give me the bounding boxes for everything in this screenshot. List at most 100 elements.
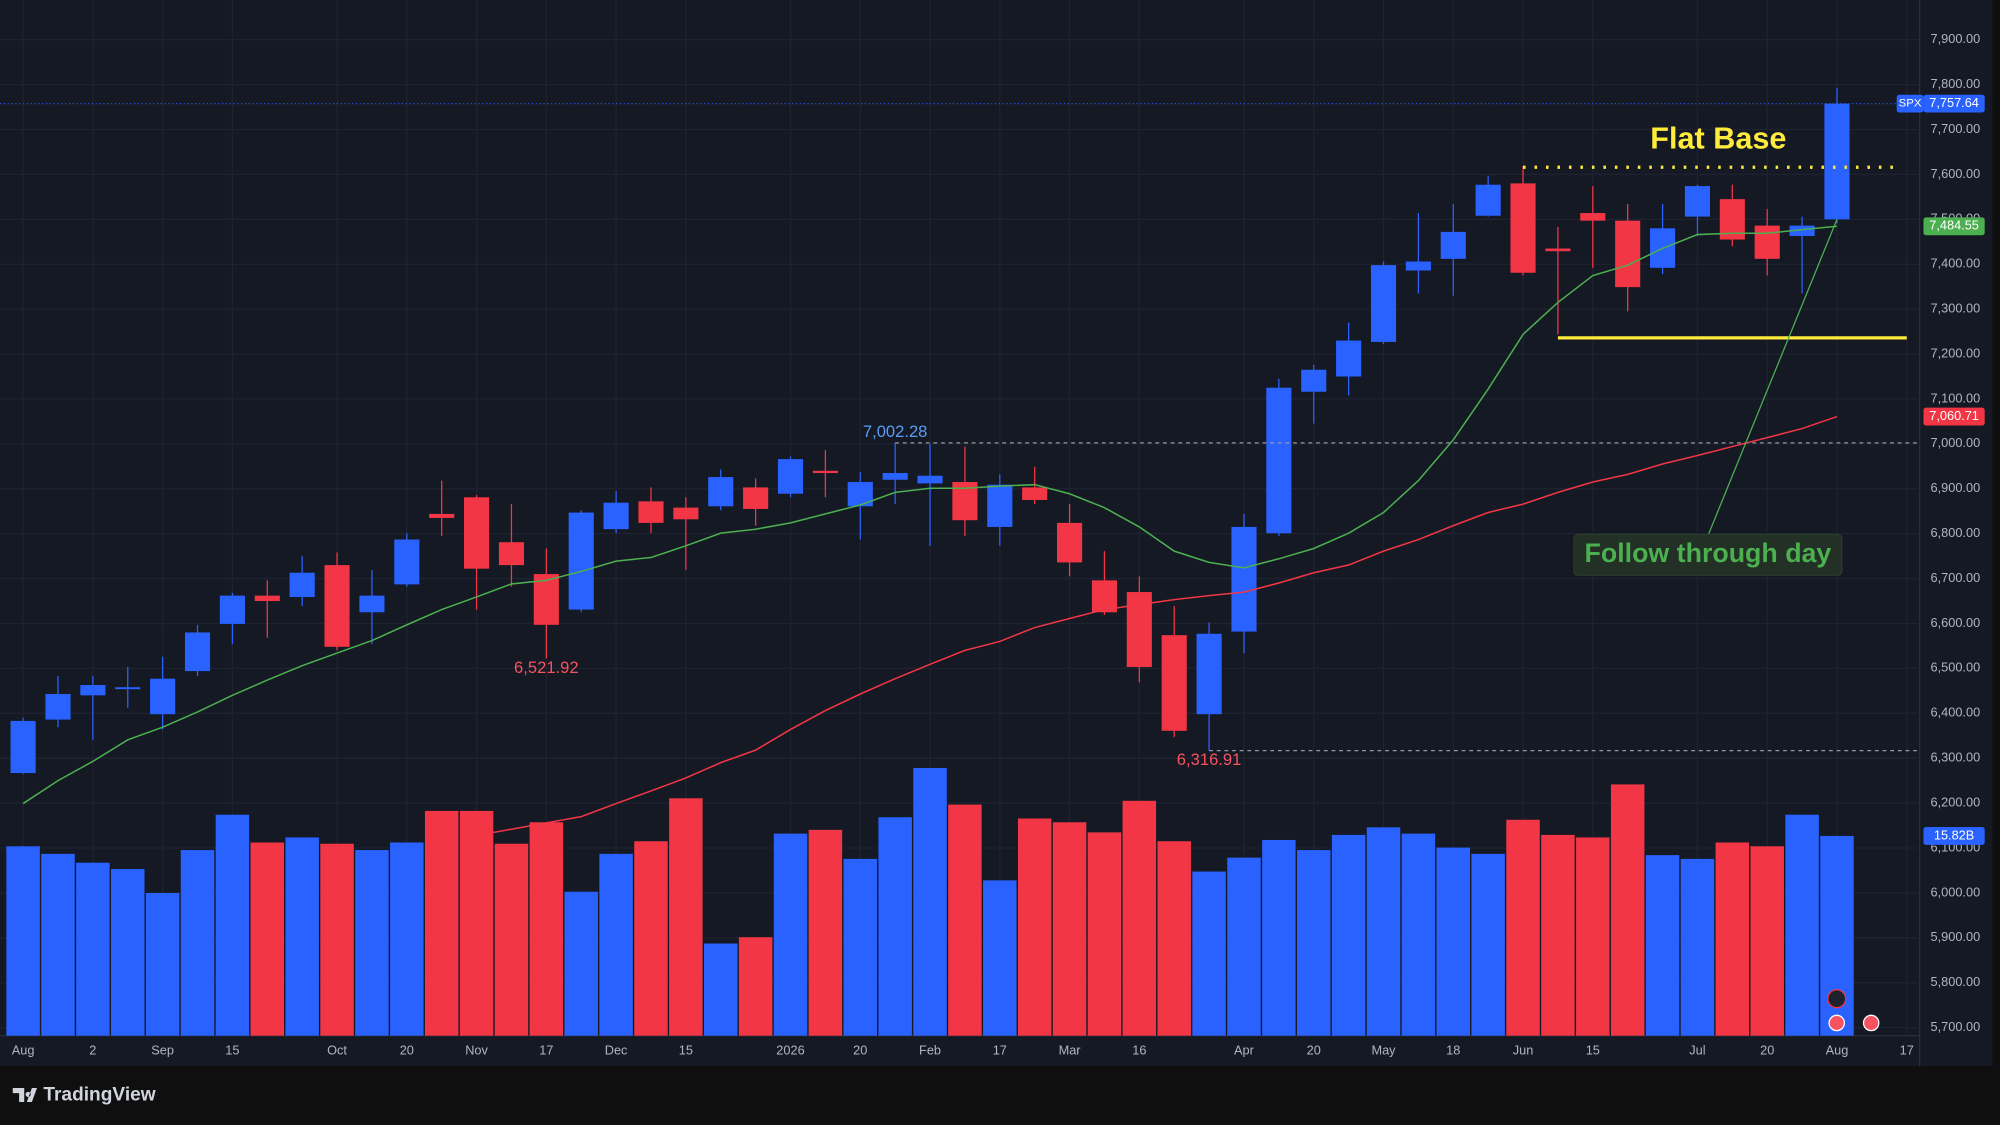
volume-bar	[1576, 837, 1610, 1036]
ma-tag	[1923, 217, 1985, 236]
candle-body	[80, 684, 106, 696]
candle-body	[219, 595, 245, 624]
last-price-tag-label: 7,757.64	[1929, 95, 1979, 110]
y-tick-label: 7,200.00	[1931, 345, 1981, 360]
logo-icon	[12, 1088, 37, 1103]
volume-bar	[1541, 834, 1575, 1036]
x-tick-label: 20	[1760, 1042, 1774, 1057]
status-icons	[1827, 989, 1880, 1032]
volume-bar	[773, 833, 808, 1036]
candle-body	[1057, 522, 1083, 563]
candle-body	[1336, 340, 1362, 377]
volume-bar	[6, 846, 40, 1036]
candle-body	[1475, 184, 1501, 216]
candle-body	[1231, 526, 1257, 632]
volume-bar	[1262, 839, 1296, 1036]
follow-through-pointer	[1707, 219, 1838, 536]
candle-body	[1684, 186, 1711, 217]
y-tick-label: 7,700.00	[1931, 121, 1981, 136]
candle-body	[847, 482, 873, 507]
candle-body	[1405, 261, 1431, 271]
volume-bar	[390, 842, 424, 1036]
x-tick-label: May	[1371, 1042, 1396, 1057]
candles	[10, 87, 1850, 774]
y-tick-label: 7,800.00	[1931, 76, 1981, 91]
x-tick-label: 17	[1900, 1042, 1914, 1057]
candle-body	[1510, 183, 1536, 273]
candle-body	[1789, 225, 1815, 236]
follow-through-box	[1573, 533, 1843, 576]
x-tick-label: 17	[993, 1042, 1007, 1057]
volume-bar	[1122, 800, 1157, 1036]
candle-body	[1161, 635, 1187, 731]
symbol-tag	[1896, 94, 1924, 113]
y-tick-label: 6,800.00	[1931, 525, 1981, 540]
x-tick-label: Aug	[12, 1042, 35, 1057]
y-tick-label: 5,700.00	[1931, 1019, 1981, 1034]
volume-bar	[808, 829, 843, 1036]
volume-pane	[6, 767, 1854, 1036]
candle-body	[324, 565, 350, 647]
candle-body	[603, 502, 629, 530]
volume-bar	[1331, 834, 1366, 1036]
volume-bar	[529, 822, 564, 1036]
volume-bar	[1506, 819, 1540, 1036]
volume-bar	[1750, 846, 1784, 1036]
candle-body	[673, 507, 699, 520]
candle-body	[1754, 225, 1780, 259]
candle-body	[987, 484, 1013, 527]
y-tick-label: 6,600.00	[1931, 615, 1981, 630]
volume-bar	[1715, 842, 1750, 1036]
volume-bar	[215, 814, 250, 1036]
x-tick-label: 16	[1132, 1042, 1146, 1057]
candle-body	[1545, 248, 1571, 252]
price-label: 6,521.92	[514, 658, 579, 677]
volume-bar	[1610, 784, 1645, 1036]
volume-bar	[1017, 818, 1052, 1036]
volume-bar	[913, 767, 947, 1036]
follow-through-label: Follow through day	[1585, 538, 1832, 568]
volume-bar	[285, 837, 319, 1036]
y-tick-label: 7,600.00	[1931, 166, 1981, 181]
x-tick-label: 15	[679, 1042, 693, 1057]
last-price-tag	[1923, 94, 1985, 113]
candle-body	[1301, 369, 1327, 392]
flat-base-label: Flat Base	[1650, 122, 1786, 156]
candle-body	[10, 720, 36, 774]
volume-bar	[320, 843, 354, 1036]
x-tick-label: Aug	[1826, 1042, 1849, 1057]
candle-body	[498, 542, 525, 566]
x-tick-label: Feb	[919, 1042, 941, 1057]
x-tick-label: Jun	[1513, 1042, 1534, 1057]
ma-tag-label: 7,060.71	[1929, 408, 1979, 423]
y-tick-label: 7,400.00	[1931, 256, 1981, 271]
brand-name: TradingView	[43, 1085, 155, 1106]
price-label: 6,316.91	[1177, 750, 1242, 769]
candle-body	[289, 572, 315, 597]
x-tick-label: Mar	[1059, 1042, 1082, 1057]
volume-bar	[599, 853, 633, 1036]
brand-logo: TradingView	[12, 1085, 156, 1106]
volume-bar	[459, 810, 494, 1036]
candle-body	[1091, 580, 1118, 613]
candle-body	[568, 512, 594, 610]
price-label: 7,002.28	[863, 422, 928, 441]
y-tick-label: 6,500.00	[1931, 660, 1981, 675]
volume-bar	[1401, 833, 1436, 1036]
ma-tag-label: 7,484.55	[1929, 218, 1979, 233]
volume-bar	[111, 869, 145, 1036]
y-tick-label: 6,000.00	[1931, 884, 1981, 899]
y-tick-label: 5,800.00	[1931, 974, 1981, 989]
y-tick-label: 6,200.00	[1931, 794, 1981, 809]
footer	[0, 1066, 2000, 1125]
y-tick-label: 7,100.00	[1931, 390, 1981, 405]
y-tick-label: 5,900.00	[1931, 929, 1981, 944]
candle-body	[708, 477, 734, 507]
flag-icon	[1828, 1014, 1846, 1032]
candle-body	[1022, 487, 1048, 500]
volume-bar	[738, 937, 773, 1036]
candle-body	[1580, 213, 1606, 221]
volume-bar	[355, 850, 389, 1036]
volume-bar	[76, 862, 110, 1036]
